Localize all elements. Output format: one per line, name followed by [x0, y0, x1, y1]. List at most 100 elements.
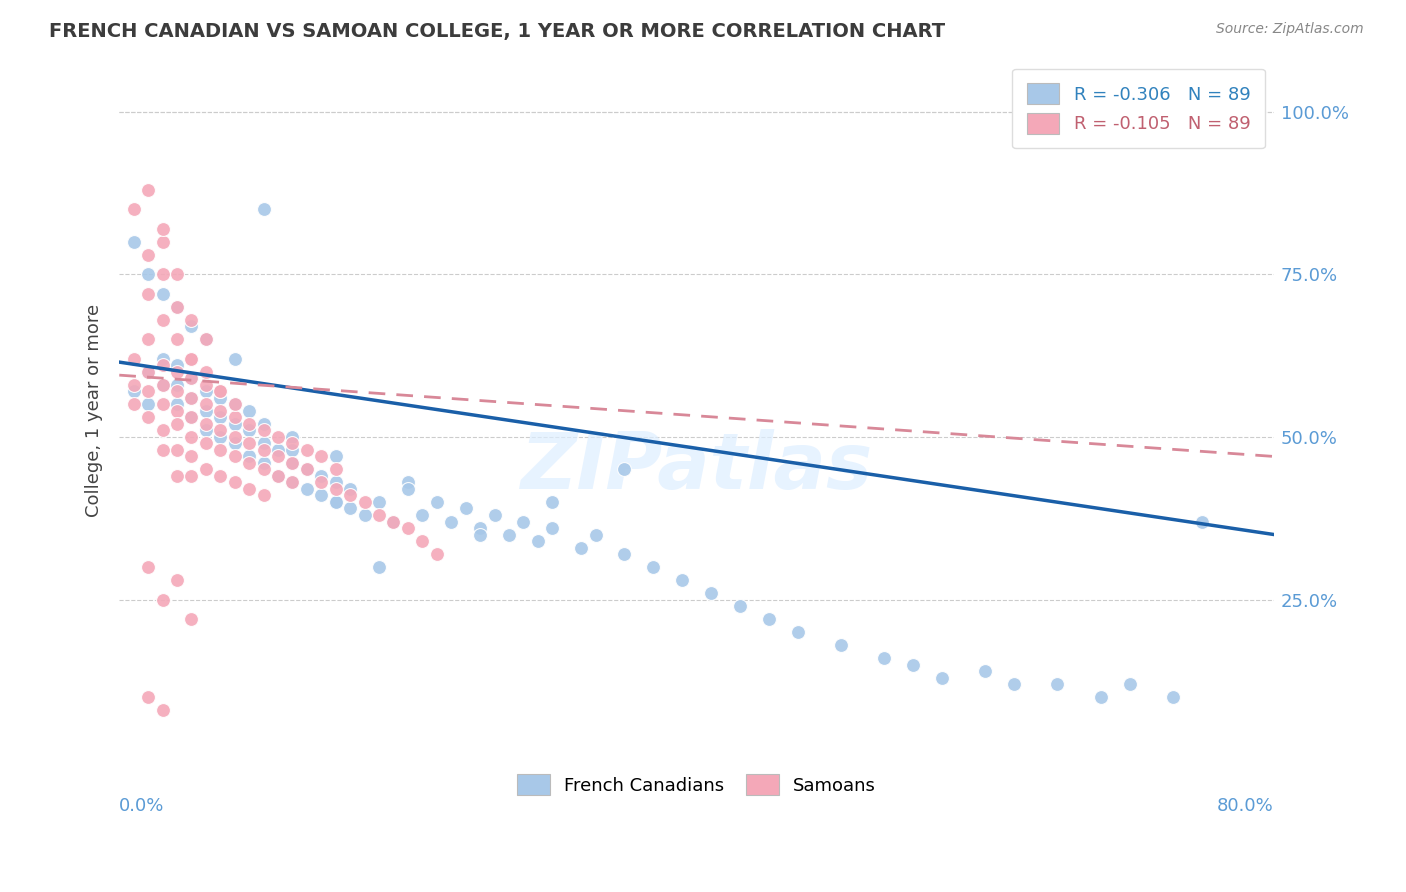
Point	[758, 612, 780, 626]
Point	[252, 442, 274, 457]
Point	[152, 703, 174, 717]
Point	[295, 442, 318, 457]
Point	[281, 456, 304, 470]
Point	[180, 313, 202, 327]
Point	[252, 417, 274, 431]
Point	[136, 397, 159, 411]
Point	[786, 625, 808, 640]
Point	[209, 424, 232, 438]
Point	[166, 332, 188, 346]
Point	[281, 456, 304, 470]
Point	[498, 527, 520, 541]
Point	[136, 365, 159, 379]
Point	[728, 599, 751, 613]
Point	[267, 430, 290, 444]
Point	[152, 313, 174, 327]
Point	[136, 384, 159, 399]
Point	[136, 286, 159, 301]
Point	[238, 482, 260, 496]
Point	[152, 397, 174, 411]
Point	[166, 417, 188, 431]
Point	[152, 359, 174, 373]
Point	[541, 495, 564, 509]
Point	[368, 560, 391, 574]
Point	[136, 248, 159, 262]
Point	[295, 462, 318, 476]
Point	[180, 410, 202, 425]
Point	[1191, 515, 1213, 529]
Point	[281, 436, 304, 450]
Point	[267, 450, 290, 464]
Point	[1002, 677, 1025, 691]
Point	[136, 332, 159, 346]
Point	[224, 417, 246, 431]
Point	[238, 450, 260, 464]
Text: Source: ZipAtlas.com: Source: ZipAtlas.com	[1216, 22, 1364, 37]
Text: ZIPatlas: ZIPatlas	[520, 429, 873, 505]
Point	[281, 475, 304, 490]
Point	[267, 469, 290, 483]
Point	[209, 384, 232, 399]
Point	[209, 469, 232, 483]
Point	[311, 469, 333, 483]
Point	[209, 384, 232, 399]
Point	[311, 475, 333, 490]
Point	[325, 462, 347, 476]
Point	[136, 690, 159, 705]
Point	[224, 430, 246, 444]
Point	[194, 377, 217, 392]
Text: 0.0%: 0.0%	[120, 797, 165, 815]
Point	[136, 267, 159, 281]
Point	[238, 456, 260, 470]
Point	[180, 351, 202, 366]
Point	[311, 450, 333, 464]
Point	[396, 521, 419, 535]
Point	[166, 404, 188, 418]
Point	[152, 377, 174, 392]
Point	[700, 586, 723, 600]
Point	[136, 560, 159, 574]
Text: FRENCH CANADIAN VS SAMOAN COLLEGE, 1 YEAR OR MORE CORRELATION CHART: FRENCH CANADIAN VS SAMOAN COLLEGE, 1 YEA…	[49, 22, 945, 41]
Point	[339, 501, 361, 516]
Point	[166, 267, 188, 281]
Point	[238, 404, 260, 418]
Point	[281, 430, 304, 444]
Point	[194, 417, 217, 431]
Point	[267, 442, 290, 457]
Point	[295, 462, 318, 476]
Point	[194, 384, 217, 399]
Point	[209, 404, 232, 418]
Point	[209, 391, 232, 405]
Point	[368, 495, 391, 509]
Point	[152, 424, 174, 438]
Point	[426, 495, 449, 509]
Point	[252, 436, 274, 450]
Point	[166, 573, 188, 587]
Point	[252, 456, 274, 470]
Point	[194, 332, 217, 346]
Point	[325, 495, 347, 509]
Point	[585, 527, 607, 541]
Point	[136, 365, 159, 379]
Point	[224, 397, 246, 411]
Point	[180, 391, 202, 405]
Point	[1046, 677, 1069, 691]
Point	[224, 397, 246, 411]
Point	[238, 436, 260, 450]
Point	[468, 527, 491, 541]
Point	[180, 351, 202, 366]
Point	[541, 521, 564, 535]
Point	[512, 515, 534, 529]
Point	[152, 592, 174, 607]
Point	[122, 397, 145, 411]
Point	[454, 501, 477, 516]
Point	[209, 442, 232, 457]
Point	[194, 436, 217, 450]
Point	[1118, 677, 1140, 691]
Point	[224, 410, 246, 425]
Point	[643, 560, 665, 574]
Point	[267, 469, 290, 483]
Point	[468, 521, 491, 535]
Point	[180, 430, 202, 444]
Point	[122, 202, 145, 217]
